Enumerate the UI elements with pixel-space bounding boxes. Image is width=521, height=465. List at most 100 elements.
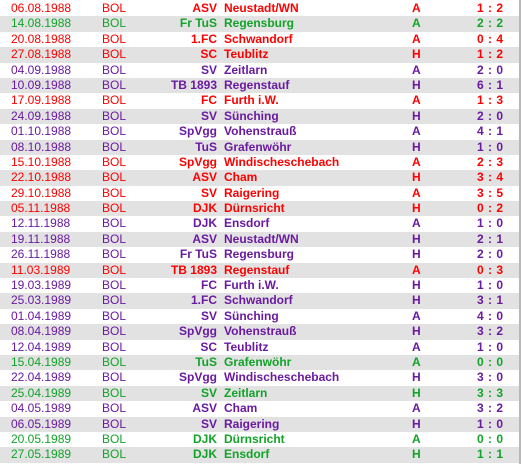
match-date: 20.08.1988: [11, 31, 72, 46]
opponent-club-prefix: DJK: [192, 431, 217, 446]
league-name: BOL: [102, 77, 127, 92]
league-name: BOL: [102, 216, 127, 231]
table-row: 19.11.1988 BOL ASV Neustadt/WN H 2 : 1: [0, 231, 519, 248]
venue-indicator: A: [412, 93, 421, 108]
match-score: 3 : 0: [477, 370, 504, 385]
league-name: BOL: [102, 62, 127, 77]
opponent-club-prefix: ASV: [192, 231, 217, 246]
venue-indicator: A: [412, 62, 421, 77]
match-score: 6 : 1: [477, 77, 504, 92]
table-row: 14.08.1988 BOL Fr TuS Regensburg A 2 : 2: [0, 16, 519, 32]
opponent-club-name: Grafenwöhr: [224, 139, 292, 154]
opponent-club-name: Regensburg: [224, 16, 295, 31]
match-score: 1 : 0: [477, 139, 504, 154]
opponent-club-prefix: TuS: [195, 139, 217, 154]
match-date: 17.09.1988: [11, 93, 72, 108]
opponent-club-name: Raigering: [224, 416, 280, 431]
opponent-club-name: Grafenwöhr: [224, 354, 292, 369]
opponent-club-prefix: ASV: [192, 401, 217, 416]
opponent-club-name: Windischeschebach: [224, 154, 340, 169]
opponent-club-name: Neustadt/WN: [224, 231, 299, 246]
league-name: BOL: [102, 247, 127, 262]
opponent-club-name: Cham: [224, 401, 258, 416]
match-score: 0 : 0: [477, 431, 504, 446]
league-name: BOL: [102, 93, 127, 108]
league-name: BOL: [102, 124, 127, 139]
match-date: 19.03.1989: [11, 278, 72, 293]
opponent-club-prefix: TuS: [195, 354, 217, 369]
match-score: 0 : 2: [477, 201, 504, 216]
league-name: BOL: [102, 354, 127, 369]
table-row: 04.05.1989 BOL ASV Cham A 3 : 2: [0, 401, 519, 416]
opponent-club-name: Raigering: [224, 185, 280, 200]
table-row: 22.10.1988 BOL ASV Cham H 3 : 4: [0, 170, 519, 186]
opponent-club-name: Vohenstrauß: [224, 324, 297, 339]
match-score: 3 : 3: [477, 385, 504, 400]
league-name: BOL: [102, 431, 127, 446]
league-name: BOL: [102, 293, 127, 308]
table-row: 22.04.1989 BOL SpVgg Windischeschebach H 3 : …: [0, 370, 519, 385]
table-row: 27.08.1988 BOL SC Teublitz H 1 : 2: [0, 47, 519, 63]
match-date: 24.09.1988: [11, 108, 72, 123]
match-score: 2 : 0: [477, 62, 504, 77]
opponent-club-name: Neustadt/WN: [224, 1, 299, 15]
match-date: 22.10.1988: [11, 170, 72, 185]
venue-indicator: H: [412, 416, 421, 431]
venue-indicator: A: [412, 1, 421, 15]
venue-indicator: H: [412, 231, 421, 246]
match-score: 1 : 0: [477, 416, 504, 431]
venue-indicator: H: [412, 278, 421, 293]
league-name: BOL: [102, 47, 127, 62]
league-name: BOL: [102, 262, 127, 277]
opponent-club-prefix: ASV: [192, 1, 217, 15]
opponent-club-name: Regensburg: [224, 247, 295, 262]
match-date: 04.05.1989: [11, 401, 72, 416]
match-date: 01.04.1989: [11, 308, 72, 323]
venue-indicator: H: [412, 108, 421, 123]
table-row: 08.10.1988 BOL TuS Grafenwöhr H 1 : 0: [0, 139, 519, 155]
opponent-club-name: Schwandorf: [224, 293, 293, 308]
table-row: 08.04.1989 BOL SpVgg Vohenstrauß H 3 : 2: [0, 324, 519, 340]
match-date: 15.04.1989: [11, 354, 72, 369]
opponent-club-prefix: SV: [200, 308, 217, 323]
opponent-club-name: Cham: [224, 170, 258, 185]
match-date: 08.10.1988: [11, 139, 72, 154]
opponent-club-name: Vohenstrauß: [224, 124, 297, 139]
match-score: 1 : 0: [477, 216, 504, 231]
venue-indicator: A: [412, 431, 421, 446]
venue-indicator: H: [412, 170, 421, 185]
league-name: BOL: [102, 108, 127, 123]
match-date: 08.04.1989: [11, 324, 72, 339]
league-name: BOL: [102, 185, 127, 200]
venue-indicator: A: [412, 308, 421, 323]
opponent-club-prefix: SV: [200, 185, 217, 200]
match-date: 27.05.1989: [11, 447, 72, 462]
table-row: 24.09.1988 BOL SV Sünching H 2 : 0: [0, 108, 519, 125]
venue-indicator: A: [412, 339, 421, 354]
league-name: BOL: [102, 170, 127, 185]
match-score: 1 : 0: [477, 278, 504, 293]
league-name: BOL: [102, 324, 127, 339]
match-date: 01.10.1988: [11, 124, 72, 139]
match-score: 1 : 3: [477, 93, 504, 108]
opponent-club-prefix: DJK: [192, 216, 217, 231]
opponent-club-name: Schwandorf: [224, 31, 293, 46]
venue-indicator: A: [412, 262, 421, 277]
venue-indicator: H: [412, 385, 421, 400]
table-row: 25.04.1989 BOL SV Zeitlarn H 3 : 3: [0, 385, 519, 402]
table-row: 11.03.1989 BOL TB 1893 Regenstauf A 0 : 3: [0, 262, 519, 279]
match-score: 2 : 0: [477, 108, 504, 123]
league-name: BOL: [102, 339, 127, 354]
venue-indicator: A: [412, 401, 421, 416]
match-score: 2 : 0: [477, 247, 504, 262]
opponent-club-name: Teublitz: [224, 47, 269, 62]
league-name: BOL: [102, 201, 127, 216]
table-row: 15.04.1989 BOL TuS Grafenwöhr A 0 : 0: [0, 354, 519, 371]
opponent-club-name: Ensdorf: [224, 447, 270, 462]
match-score: 2 : 1: [477, 231, 504, 246]
table-row: 19.03.1989 BOL FC Furth i.W. H 1 : 0: [0, 278, 519, 293]
match-score: 4 : 1: [477, 124, 504, 139]
match-date: 06.05.1989: [11, 416, 72, 431]
league-name: BOL: [102, 1, 127, 15]
